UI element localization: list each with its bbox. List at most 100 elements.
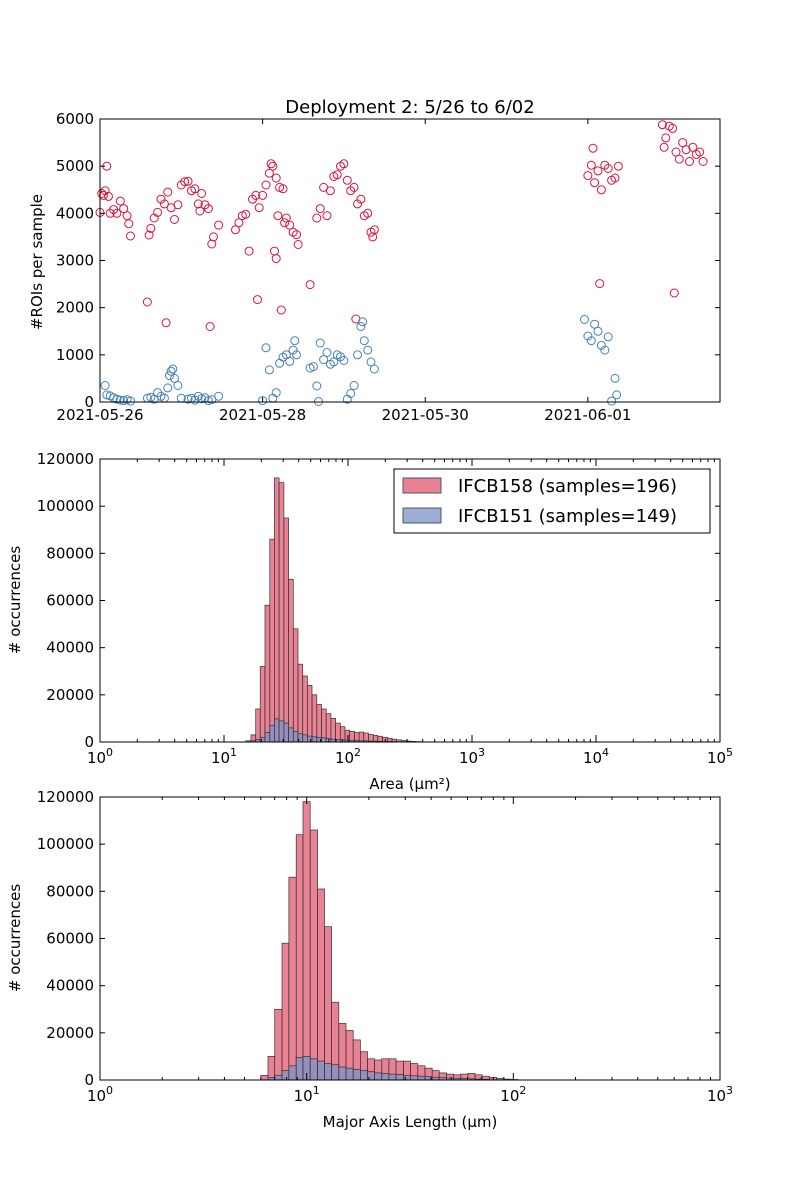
legend-swatch-ifcb158 — [402, 477, 442, 494]
scatter-point — [203, 396, 213, 406]
histogram-bar — [324, 1063, 332, 1081]
scatter-point — [669, 288, 679, 298]
y-tick-label: 0 — [84, 1071, 94, 1089]
histogram-bar — [269, 538, 275, 743]
scatter-point — [308, 362, 318, 372]
scatter-point — [276, 305, 286, 315]
scatter-point — [695, 147, 705, 157]
scatter-point — [251, 190, 261, 200]
scatter-point — [359, 336, 369, 346]
scatter-point — [214, 220, 224, 230]
legend: IFCB158 (samples=196) IFCB151 (samples=1… — [393, 468, 711, 534]
scatter-point — [600, 345, 610, 355]
scatter-point — [346, 186, 356, 196]
area-histogram-panel: 0 20000 40000 60000 80000 100000 120000 100 101… — [6, 450, 733, 793]
histogram-bar — [283, 722, 289, 743]
histogram-bar — [255, 708, 261, 743]
y-tick-label: 0 — [84, 733, 94, 751]
scatter-y-label: #ROIs per sample — [28, 194, 46, 330]
histogram-bar — [283, 517, 289, 743]
scatter-point — [356, 194, 366, 204]
scatter-point — [126, 396, 135, 406]
y-tick-label: 5000 — [56, 157, 94, 175]
scatter-point — [659, 142, 669, 152]
histogram-bar — [302, 734, 308, 743]
scatter-point — [312, 213, 322, 223]
scatter-point — [322, 211, 332, 221]
histogram-bar — [395, 1074, 404, 1081]
scatter-point — [596, 185, 606, 195]
scatter-point — [203, 204, 213, 214]
histogram-bar — [267, 1056, 276, 1081]
scatter-point — [165, 371, 174, 381]
scatter-point — [322, 348, 332, 357]
scatter-point — [329, 357, 339, 367]
scatter-point — [273, 211, 283, 221]
scatter-point — [124, 219, 134, 229]
scatter-point — [366, 357, 376, 367]
scatter-point — [241, 209, 251, 219]
major-axis-histogram-bars — [260, 801, 519, 1081]
scatter-point — [173, 381, 183, 390]
scatter-point — [312, 381, 322, 391]
scatter-point — [258, 190, 268, 200]
scatter-point — [144, 230, 154, 240]
x-tick-label: 100 — [87, 746, 113, 767]
histogram-bar — [317, 888, 325, 1081]
histogram-bar — [295, 834, 304, 1081]
scatter-point — [153, 207, 163, 217]
scatter-point — [271, 173, 281, 183]
scatter-point — [163, 187, 173, 197]
scatter-point — [278, 184, 288, 194]
histogram-bar — [403, 1074, 411, 1081]
histogram-bar — [388, 1073, 397, 1081]
scatter-point — [315, 204, 325, 214]
x-tick-label: 101 — [294, 1084, 320, 1105]
scatter-point — [603, 164, 613, 173]
scatter-point — [161, 318, 171, 328]
scatter-point — [264, 365, 274, 375]
histogram-bar — [274, 1074, 283, 1081]
scatter-point — [586, 160, 596, 170]
x-tick-label: 105 — [707, 746, 733, 767]
scatter-point — [674, 154, 684, 164]
scatter-point — [195, 206, 205, 216]
histogram-bar — [278, 482, 285, 743]
histogram-bar — [360, 1070, 368, 1081]
scatter-point — [315, 338, 325, 348]
scatter-point — [207, 239, 217, 249]
scatter-point — [369, 225, 379, 235]
y-tick-label: 3000 — [56, 252, 94, 270]
histogram-bar — [338, 1066, 347, 1081]
area-x-label: Area (μm²) — [369, 775, 450, 793]
scatter-point — [288, 345, 298, 355]
scatter-point — [353, 350, 362, 360]
scatter-point — [698, 157, 708, 166]
scatter-point — [98, 190, 108, 200]
histogram-bar — [302, 801, 311, 1081]
scatter-point — [100, 381, 110, 390]
major-axis-y-label: # occurrences — [6, 884, 24, 992]
scatter-point — [353, 199, 362, 209]
scatter-point — [119, 204, 129, 214]
scatter-point — [205, 322, 215, 331]
scatter-point — [678, 138, 688, 148]
scatter-point — [583, 331, 593, 341]
scatter-point — [293, 240, 303, 249]
histogram-bar — [311, 694, 318, 743]
y-tick-label: 6000 — [56, 110, 94, 128]
histogram-bar — [331, 1064, 340, 1081]
histogram-bar — [281, 942, 290, 1081]
legend-frame — [393, 468, 711, 534]
scatter-point — [271, 254, 281, 264]
histogram-bar — [321, 708, 327, 743]
x-tick-label: 2021-05-28 — [219, 406, 306, 424]
scatter-point — [253, 295, 262, 305]
y-tick-label: 0 — [84, 393, 94, 411]
major-axis-x-label: Major Axis Length (μm) — [323, 1113, 498, 1131]
scatter-point — [173, 200, 183, 210]
histogram-bar — [306, 685, 313, 743]
scatter-point — [268, 161, 278, 171]
scatter-point — [292, 230, 301, 240]
